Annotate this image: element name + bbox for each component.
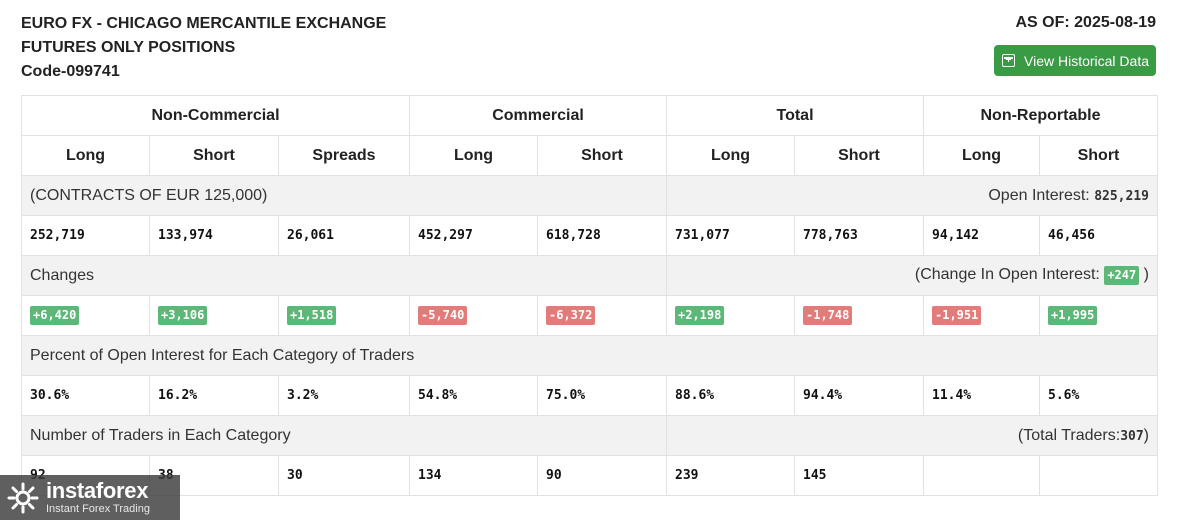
col-nonrep-short: Short (1039, 135, 1158, 176)
report-subtitle: FUTURES ONLY POSITIONS (21, 39, 236, 56)
percent-value: 54.8% (409, 375, 538, 416)
watermark-name: instaforex (46, 478, 149, 503)
report-code: Code-099741 (21, 63, 120, 80)
traders-value: 90 (537, 455, 667, 496)
col-noncomm-long: Long (21, 135, 150, 176)
col-total-long: Long (666, 135, 795, 176)
change-badge: -5,740 (418, 306, 468, 325)
position-value: 133,974 (149, 215, 279, 256)
change-badge: +2,198 (675, 306, 725, 325)
position-value: 46,456 (1039, 215, 1158, 256)
as-of-date: AS OF: 2025-08-19 (1015, 14, 1156, 31)
contracts-label: (CONTRACTS OF EUR 125,000) (21, 175, 667, 216)
col-total-short: Short (794, 135, 924, 176)
traders-value (1039, 455, 1158, 496)
percent-value: 3.2% (278, 375, 410, 416)
col-nonrep-long: Long (923, 135, 1040, 176)
percent-value: 5.6% (1039, 375, 1158, 416)
percent-value: 75.0% (537, 375, 667, 416)
percent-value: 88.6% (666, 375, 795, 416)
percent-value: 16.2% (149, 375, 279, 416)
changes-row: +6,420 +3,106 +1,518 -5,740 -6,372 +2,19… (21, 295, 1158, 336)
traders-value: 30 (278, 455, 410, 496)
calendar-plus-icon (1002, 54, 1015, 67)
col-comm-short: Short (537, 135, 667, 176)
traders-row: 92 38 30 134 90 239 145 (21, 455, 1158, 496)
group-non-reportable: Non-Reportable (923, 95, 1158, 136)
open-interest-value: 825,219 (1094, 188, 1149, 204)
cot-positions-table: Non-Commercial Commercial Total Non-Repo… (21, 95, 1158, 496)
contracts-row: (CONTRACTS OF EUR 125,000) Open Interest… (21, 175, 1158, 216)
change-badge: -6,372 (546, 306, 596, 325)
percent-value: 30.6% (21, 375, 150, 416)
col-noncomm-spreads: Spreads (278, 135, 410, 176)
instaforex-logo-icon (7, 482, 39, 513)
subheader-row: Long Short Spreads Long Short Long Short… (21, 135, 1158, 176)
group-non-commercial: Non-Commercial (21, 95, 410, 136)
change-oi-badge: +247 (1104, 266, 1140, 285)
change-badge: +1,995 (1048, 306, 1098, 325)
percent-row: 30.6% 16.2% 3.2% 54.8% 75.0% 88.6% 94.4%… (21, 375, 1158, 416)
change-badge: +3,106 (158, 306, 208, 325)
traders-header-row: Number of Traders in Each Category (Tota… (21, 415, 1158, 456)
percent-value: 94.4% (794, 375, 924, 416)
traders-value: 239 (666, 455, 795, 496)
total-traders: (Total Traders:307) (666, 415, 1158, 456)
position-value: 731,077 (666, 215, 795, 256)
group-header-row: Non-Commercial Commercial Total Non-Repo… (21, 95, 1158, 136)
total-traders-label: (Total Traders: (1017, 426, 1121, 444)
change-oi-label: (Change In Open Interest: (914, 266, 1100, 283)
changes-header-row: Changes (Change In Open Interest: +247 ) (21, 255, 1158, 296)
change-oi-close: ) (1143, 266, 1149, 283)
total-traders-close: ) (1143, 426, 1149, 444)
watermark-tagline: Instant Forex Trading (46, 503, 150, 515)
col-noncomm-short: Short (149, 135, 279, 176)
instaforex-watermark: instaforex Instant Forex Trading (0, 475, 180, 520)
view-historical-data-button[interactable]: View Historical Data (994, 45, 1156, 76)
change-open-interest: (Change In Open Interest: +247 ) (666, 255, 1158, 296)
position-value: 452,297 (409, 215, 538, 256)
view-historical-data-label: View Historical Data (1024, 52, 1150, 69)
change-badge: -1,748 (803, 306, 853, 325)
change-badge: -1,951 (932, 306, 982, 325)
traders-value: 134 (409, 455, 538, 496)
change-badge: +1,518 (287, 306, 337, 325)
traders-value (923, 455, 1040, 496)
traders-value: 145 (794, 455, 924, 496)
position-value: 26,061 (278, 215, 410, 256)
position-value: 618,728 (537, 215, 667, 256)
position-value: 94,142 (923, 215, 1040, 256)
total-traders-value: 307 (1120, 428, 1144, 444)
percent-label: Percent of Open Interest for Each Catego… (21, 335, 1158, 376)
group-commercial: Commercial (409, 95, 667, 136)
col-comm-long: Long (409, 135, 538, 176)
watermark-text: instaforex Instant Forex Trading (46, 479, 150, 516)
group-total: Total (666, 95, 924, 136)
report-title-block: EURO FX - CHICAGO MERCANTILE EXCHANGE FU… (21, 12, 386, 84)
open-interest: Open Interest: 825,219 (666, 175, 1158, 216)
percent-header-row: Percent of Open Interest for Each Catego… (21, 335, 1158, 376)
report-title: EURO FX - CHICAGO MERCANTILE EXCHANGE (21, 15, 387, 32)
percent-value: 11.4% (923, 375, 1040, 416)
changes-label: Changes (21, 255, 667, 296)
open-interest-label: Open Interest: (988, 186, 1090, 204)
position-value: 252,719 (21, 215, 150, 256)
change-badge: +6,420 (30, 306, 80, 325)
positions-row: 252,719 133,974 26,061 452,297 618,728 7… (21, 215, 1158, 256)
position-value: 778,763 (794, 215, 924, 256)
traders-label: Number of Traders in Each Category (21, 415, 667, 456)
